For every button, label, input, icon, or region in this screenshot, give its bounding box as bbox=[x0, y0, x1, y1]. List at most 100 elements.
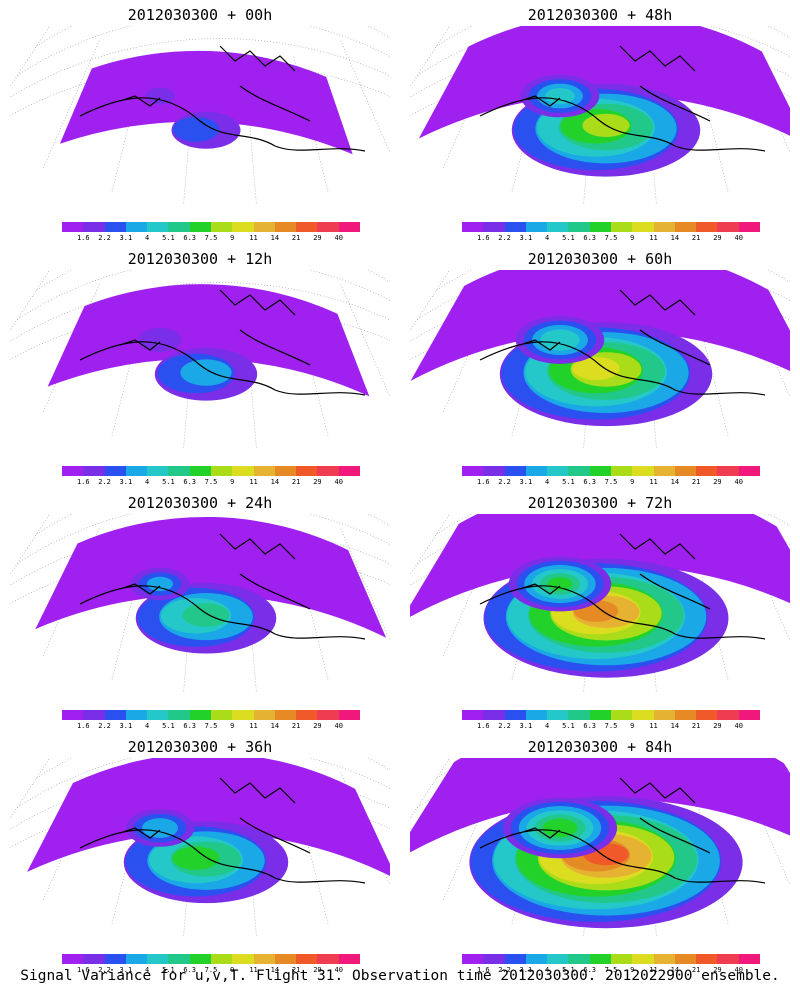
colorbar-swatch bbox=[525, 710, 548, 720]
colorbar-swatch bbox=[168, 466, 190, 476]
colorbar-tick-label: 4 bbox=[545, 722, 550, 730]
colorbar-swatch bbox=[610, 710, 633, 720]
colorbar-swatch bbox=[547, 710, 569, 720]
colorbar-tick-label: 5.1 bbox=[162, 722, 175, 730]
longitude-gridline bbox=[410, 514, 451, 576]
colorbar-tick-label: 4 bbox=[145, 966, 150, 974]
colorbar-swatch bbox=[253, 222, 275, 232]
colorbar-swatch bbox=[462, 222, 484, 232]
colorbar-swatch bbox=[653, 222, 675, 232]
colorbar-tick-label: 29 bbox=[713, 478, 722, 486]
colorbar-swatch bbox=[338, 710, 360, 720]
colorbar-swatch bbox=[674, 466, 697, 476]
colorbar-tick-label: 14 bbox=[670, 966, 680, 974]
colorbar-swatch bbox=[632, 466, 654, 476]
colorbar-swatch bbox=[610, 466, 633, 476]
colorbar-swatch bbox=[168, 954, 190, 964]
colorbar-tick-label: 2.2 bbox=[498, 722, 511, 730]
colorbar-swatch bbox=[462, 954, 484, 964]
colorbar-tick-label: 6.3 bbox=[183, 234, 197, 242]
variance-contour bbox=[146, 576, 174, 592]
colorbar-swatch bbox=[462, 710, 484, 720]
colorbar-swatch bbox=[504, 954, 526, 964]
colorbar-swatch bbox=[253, 466, 275, 476]
colorbar-tick-label: 5.1 bbox=[162, 478, 175, 486]
colorbar-tick-label: 11 bbox=[649, 722, 658, 730]
panel-title: 2012030300 + 72h bbox=[527, 494, 673, 512]
colorbar-swatch bbox=[83, 954, 105, 964]
colorbar-swatch bbox=[189, 466, 211, 476]
variance-field-base bbox=[418, 26, 790, 139]
colorbar-swatch bbox=[568, 710, 590, 720]
colorbar-tick-label: 7.5 bbox=[604, 478, 618, 486]
colorbar-swatch bbox=[83, 466, 105, 476]
colorbar-tick-label: 5.1 bbox=[162, 234, 175, 242]
colorbar-swatch bbox=[83, 710, 105, 720]
colorbar-tick-label: 40 bbox=[734, 234, 743, 242]
longitude-gridline bbox=[10, 270, 51, 332]
colorbar-tick-label: 1.6 bbox=[76, 966, 90, 974]
colorbar-swatch bbox=[210, 222, 233, 232]
colorbar-tick-label: 7.5 bbox=[604, 722, 618, 730]
colorbar-swatch bbox=[189, 222, 211, 232]
colorbar-swatch bbox=[274, 954, 297, 964]
colorbar-tick-label: 9 bbox=[230, 966, 235, 974]
colorbar-tick-label: 21 bbox=[691, 722, 701, 730]
colorbar-swatch bbox=[296, 954, 318, 964]
colorbar-tick-label: 40 bbox=[734, 722, 743, 730]
panel-title: 2012030300 + 36h bbox=[127, 738, 273, 756]
colorbar-tick-label: 3.1 bbox=[519, 234, 533, 242]
colorbar-swatch bbox=[610, 954, 633, 964]
colorbar-swatch bbox=[232, 954, 254, 964]
variance-contour bbox=[138, 328, 182, 352]
colorbar-swatch bbox=[168, 222, 190, 232]
colorbar bbox=[62, 222, 360, 232]
map-panel: 2012030300 + 72h 1.6 2.2 3.1 4 5.1 6.3 7.5 9 11 14… bbox=[400, 488, 800, 734]
variance-field-base bbox=[27, 758, 390, 876]
colorbar-tick-label: 7.5 bbox=[204, 966, 218, 974]
colorbar-tick-label: 3.1 bbox=[519, 966, 533, 974]
panel-title: 2012030300 + 84h bbox=[527, 738, 673, 756]
colorbar-tick-label: 14 bbox=[270, 722, 280, 730]
colorbar-tick-label: 9 bbox=[230, 722, 235, 730]
colorbar-swatch bbox=[717, 954, 739, 964]
colorbar-swatch bbox=[274, 466, 297, 476]
colorbar-swatch bbox=[547, 954, 569, 964]
colorbar-tick-label: 11 bbox=[249, 234, 258, 242]
colorbar-tick-label: 9 bbox=[230, 478, 235, 486]
variance-field-base bbox=[47, 284, 370, 397]
colorbar-swatch bbox=[653, 954, 675, 964]
variance-map bbox=[10, 26, 390, 205]
colorbar-swatch bbox=[717, 466, 739, 476]
colorbar-tick-label: 5.1 bbox=[562, 966, 575, 974]
longitude-gridline bbox=[111, 544, 147, 681]
colorbar bbox=[462, 710, 760, 720]
coastline bbox=[479, 533, 766, 640]
colorbar-swatch bbox=[253, 710, 275, 720]
colorbar-tick-label: 2.2 bbox=[498, 478, 511, 486]
colorbar-swatch bbox=[104, 954, 126, 964]
colorbar-tick-label: 7.5 bbox=[204, 234, 218, 242]
colorbar-tick-label: 3.1 bbox=[119, 234, 133, 242]
colorbar-tick-label: 2.2 bbox=[498, 234, 511, 242]
colorbar-tick-label: 29 bbox=[713, 722, 722, 730]
colorbar-tick-label: 11 bbox=[249, 722, 258, 730]
colorbar-tick-label: 40 bbox=[334, 234, 343, 242]
colorbar-tick-label: 29 bbox=[313, 234, 322, 242]
colorbar-swatch bbox=[504, 466, 526, 476]
colorbar-tick-label: 6.3 bbox=[583, 234, 597, 242]
colorbar-tick-label: 29 bbox=[313, 966, 322, 974]
colorbar-swatch bbox=[696, 954, 718, 964]
variance-map bbox=[410, 758, 790, 937]
colorbar-tick-label: 2.2 bbox=[98, 966, 111, 974]
colorbar-tick-label: 14 bbox=[670, 234, 680, 242]
colorbar-tick-label: 4 bbox=[545, 966, 550, 974]
colorbar-tick-label: 40 bbox=[334, 722, 343, 730]
colorbar-tick-label: 9 bbox=[630, 478, 635, 486]
colorbar bbox=[462, 466, 760, 476]
colorbar-swatch bbox=[504, 222, 526, 232]
colorbar-tick-label: 6.3 bbox=[583, 478, 597, 486]
colorbar-tick-label: 9 bbox=[630, 722, 635, 730]
panel-title: 2012030300 + 00h bbox=[127, 6, 273, 24]
colorbar-tick-label: 4 bbox=[145, 234, 150, 242]
